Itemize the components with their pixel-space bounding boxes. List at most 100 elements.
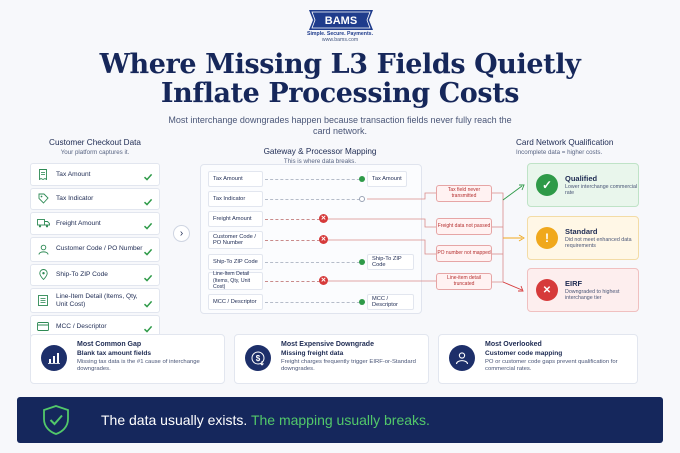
success-dot	[359, 259, 365, 265]
mapping-source: MCC / Descriptor	[208, 294, 263, 310]
chevron-right-icon: ›	[173, 225, 190, 242]
logo-text: BAMS	[325, 15, 357, 27]
empty-dot	[359, 196, 365, 202]
insight-desc: PO or customer code gaps prevent qualifi…	[485, 359, 618, 372]
issue-tax-field: Tax field never transmitted	[436, 185, 492, 202]
tagline-text: Simple. Secure. Payments.	[306, 31, 374, 37]
mapping-row-freight-amount: Freight Amount ✕	[208, 211, 414, 227]
mapping-line	[265, 262, 365, 263]
mapping-row-customer-code: Customer Code / PO Number ✕	[208, 231, 414, 249]
checkout-item-label: MCC / Descriptor	[56, 322, 107, 330]
right-section-heading: Card Network Qualification Incomplete da…	[516, 138, 650, 156]
checkout-field-list: Tax Amount Tax Indicator Freight Amount …	[30, 163, 160, 340]
user-icon	[36, 243, 50, 255]
truck-icon	[36, 217, 50, 229]
middle-section-heading: Gateway & Processor Mapping This is wher…	[240, 147, 400, 165]
issue-po-number: PO number not mapped	[436, 245, 492, 262]
arrow-to-qualified	[502, 185, 523, 201]
checkout-item-line-item-detail: Line-Item Detail (Items, Qty, Unit Cost)	[30, 288, 160, 313]
check-icon	[143, 244, 153, 256]
check-icon	[143, 169, 153, 181]
success-dot	[359, 176, 365, 182]
insight-subheading: Customer code mapping	[485, 350, 563, 357]
qualified-card: ✓ Qualified Lower interchange commercial…	[527, 163, 639, 207]
standard-card: ! Standard Did not meet enhanced data re…	[527, 216, 639, 260]
card-desc: Lower interchange commercial rate	[565, 183, 638, 196]
mapping-line	[265, 179, 365, 180]
bams-logo: BAMS	[305, 8, 377, 32]
card-title: Standard	[565, 226, 598, 236]
check-circle-icon: ✓	[536, 174, 558, 196]
checkout-item-label: Ship-To ZIP Code	[56, 271, 108, 278]
checkout-item-tax-indicator: Tax Indicator	[30, 187, 160, 210]
issue-line-item: Line-item detail truncated	[436, 273, 492, 290]
check-icon	[143, 270, 153, 282]
error-x-icon: ✕	[319, 276, 328, 285]
banner-message: The data usually exists. The mapping usu…	[101, 412, 430, 428]
mapping-source: Tax Amount	[208, 171, 263, 187]
insight-heading: Most Expensive Downgrade	[281, 341, 374, 348]
issue-freight: Freight data not passed	[436, 218, 492, 235]
checkout-item-customer-code: Customer Code / PO Number	[30, 236, 160, 262]
mapping-source: Ship-To ZIP Code	[208, 254, 263, 270]
mapping-destination: Ship-To ZIP Code	[367, 254, 414, 270]
insight-subheading: Blank tax amount fields	[77, 350, 152, 357]
check-icon	[143, 194, 153, 206]
insight-card-overlooked: Most Overlooked Customer code mapping PO…	[438, 334, 638, 384]
mapping-row-ship-to-zip: Ship-To ZIP Code Ship-To ZIP Code	[208, 254, 414, 270]
mapping-line	[265, 281, 320, 282]
mapping-line	[265, 240, 320, 241]
page-title: Where Missing L3 Fields Quietly Inflate …	[0, 50, 680, 108]
mapping-destination: Tax Amount	[367, 171, 407, 187]
title-line-2: Inflate Processing Costs	[160, 78, 520, 109]
mapping-source: Customer Code / PO Number	[208, 231, 263, 249]
insight-desc: Missing tax data is the #1 cause of inte…	[77, 359, 200, 372]
checkout-item-label: Tax Amount	[56, 170, 91, 178]
svg-text:$: $	[256, 354, 261, 363]
insight-card-expensive-downgrade: $ Most Expensive Downgrade Missing freig…	[234, 334, 429, 384]
logo-tagline: Simple. Secure. Payments. www.bams.com	[290, 31, 390, 43]
mapping-source: Freight Amount	[208, 211, 263, 227]
insight-heading: Most Overlooked	[485, 341, 542, 348]
warning-icon: !	[536, 227, 558, 249]
card-title: EIRF	[565, 278, 583, 288]
arrow-to-eirf	[502, 281, 523, 291]
connector-freight	[328, 218, 436, 228]
connector-customer-code	[328, 239, 436, 255]
left-section-heading: Customer Checkout Data Your platform cap…	[30, 138, 160, 156]
checkout-item-tax-amount: Tax Amount	[30, 163, 160, 186]
mapping-row-line-item-detail: Line-Item Detail (Items, Qty, Unit Cost)…	[208, 271, 414, 290]
checkout-item-label: Line-Item Detail (Items, Qty, Unit Cost)	[56, 293, 138, 308]
dollar-down-icon: $	[245, 345, 271, 371]
card-desc: Downgraded to highest interchange tier	[565, 288, 620, 301]
bracket-red	[492, 192, 504, 283]
location-pin-icon	[36, 269, 50, 281]
check-icon	[143, 296, 153, 308]
checkout-item-label: Freight Amount	[56, 219, 101, 227]
card-desc: Did not meet enhanced data requirements	[565, 236, 632, 249]
checkout-item-ship-to-zip: Ship-To ZIP Code	[30, 263, 160, 286]
person-icon	[449, 345, 475, 371]
success-dot	[359, 299, 365, 305]
mapping-row-tax-indicator: Tax Indicator	[208, 191, 414, 207]
left-subheading: Your platform captures it.	[60, 149, 130, 156]
banner-text-white: The data usually exists.	[101, 412, 248, 428]
card-title: Qualified	[565, 173, 598, 183]
title-line-1: Where Missing L3 Fields Quietly	[99, 49, 581, 80]
error-x-icon: ✕	[319, 214, 328, 223]
insight-heading: Most Common Gap	[77, 341, 142, 348]
tagline-url: www.bams.com	[321, 37, 359, 43]
connector-tax-indicator	[367, 192, 436, 200]
middle-heading: Gateway & Processor Mapping	[263, 147, 377, 156]
list-icon	[36, 295, 50, 307]
insight-subheading: Missing freight data	[281, 350, 344, 357]
right-heading: Card Network Qualification	[516, 138, 614, 147]
insight-card-common-gap: Most Common Gap Blank tax amount fields …	[30, 334, 225, 384]
bar-chart-icon	[41, 345, 67, 371]
bottom-banner: The data usually exists. The mapping usu…	[17, 397, 663, 443]
shield-check-icon	[41, 404, 71, 436]
mapping-source: Line-Item Detail (Items, Qty, Unit Cost)	[208, 271, 263, 290]
checkout-item-label: Customer Code / PO Number	[56, 245, 143, 253]
error-x-icon: ✕	[319, 235, 328, 244]
